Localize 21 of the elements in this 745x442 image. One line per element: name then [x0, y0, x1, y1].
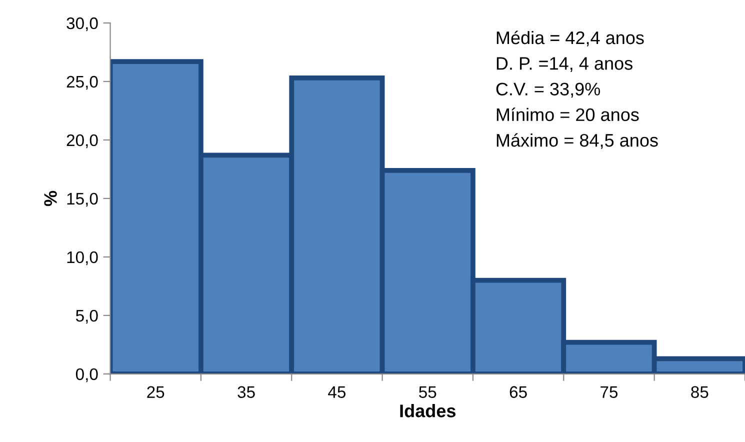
y-axis-title: % [44, 190, 57, 206]
y-tick-label: 25,0 [66, 76, 98, 90]
annotation: C.V. = 33,9% [496, 82, 600, 98]
annotation: Mínimo = 20 anos [496, 108, 639, 122]
y-tick-label: 0,0 [76, 368, 98, 382]
x-tick-label: 45 [328, 386, 346, 398]
y-tick-label: 10,0 [67, 251, 98, 266]
y-tick-label: 15,0 [67, 192, 98, 207]
y-tick-label: 30,0 [66, 17, 98, 32]
x-tick-label: 65 [510, 386, 527, 398]
x-tick-label: 35 [238, 386, 255, 398]
x-tick-label: 75 [600, 386, 618, 398]
annotation: D. P. =14, 4 anos [496, 57, 632, 72]
annotation: Média = 42,4 anos [496, 30, 644, 46]
x-axis-title: Idades [400, 404, 456, 418]
x-tick-label: 85 [691, 386, 708, 398]
x-tick-label: 25 [147, 386, 164, 398]
y-tick-label: 5,0 [76, 310, 98, 324]
annotation: Máximo = 84,5 anos [496, 133, 658, 149]
x-tick-label: 55 [419, 386, 436, 398]
y-tick-label: 20,0 [66, 134, 98, 148]
